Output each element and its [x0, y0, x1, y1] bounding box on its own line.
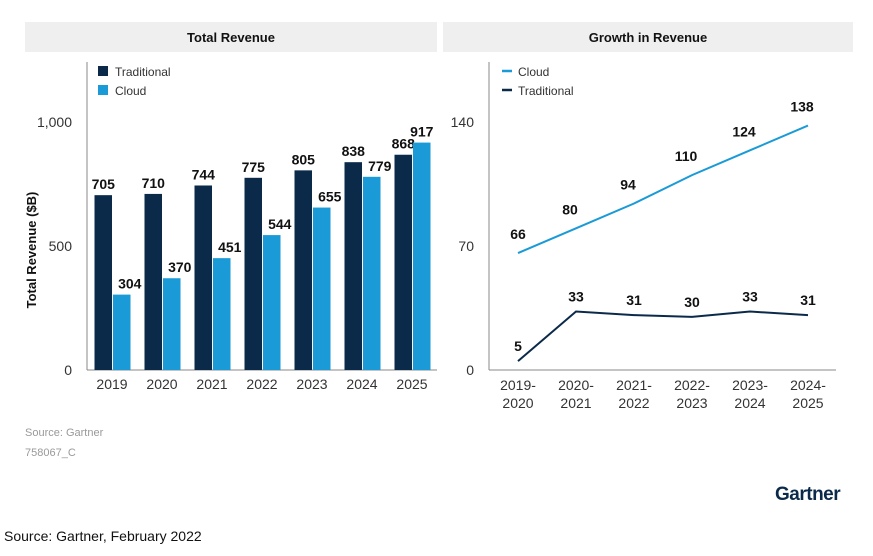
data-label: 370 [168, 259, 192, 275]
data-label: 868 [392, 136, 416, 152]
chart-title: Total Revenue [187, 30, 275, 45]
bar-cloud [413, 142, 431, 370]
bar-cloud [313, 207, 331, 370]
x-tick-label: 2024- [790, 377, 826, 393]
data-label: 33 [742, 289, 758, 305]
data-label: 655 [318, 189, 342, 205]
data-label: 544 [268, 216, 292, 232]
footer-source: Source: Gartner, February 2022 [4, 528, 202, 544]
bar-cloud [213, 258, 231, 370]
bar-traditional [144, 193, 162, 370]
data-label: 31 [626, 292, 642, 308]
x-tick-label: 2021 [560, 395, 591, 411]
x-tick-label: 2022 [246, 376, 277, 392]
bar-cloud [163, 278, 181, 370]
line-cloud [517, 124, 809, 255]
x-tick-label: 2025 [396, 376, 427, 392]
y-tick-label: 0 [466, 362, 474, 378]
data-label: 5 [514, 338, 522, 354]
x-tick-label: 2024 [346, 376, 377, 392]
data-label: 110 [675, 148, 698, 164]
x-tick-label: 2021 [196, 376, 227, 392]
gartner-logo: Gartner [775, 484, 841, 505]
x-tick-label: 2023 [296, 376, 327, 392]
x-tick-label: 2019- [500, 377, 536, 393]
data-label: 124 [732, 123, 756, 139]
data-label: 30 [684, 294, 700, 310]
x-tick-label: 2024 [734, 395, 765, 411]
bar-traditional [244, 177, 262, 370]
x-tick-label: 2021- [616, 377, 652, 393]
y-tick-label: 1,000 [37, 114, 72, 130]
data-label: 31 [800, 292, 816, 308]
y-axis-label: Total Revenue ($B) [24, 192, 39, 309]
data-label: 33 [568, 289, 584, 305]
x-tick-label: 2020 [146, 376, 177, 392]
data-label: 838 [342, 143, 366, 159]
legend-label: Cloud [518, 65, 549, 79]
data-label: 805 [292, 151, 316, 167]
legend-label: Traditional [518, 84, 574, 98]
line-traditional [517, 310, 809, 362]
data-label: 917 [410, 124, 434, 140]
data-label: 705 [92, 176, 116, 192]
y-tick-label: 500 [49, 238, 73, 254]
bar-cloud [113, 294, 131, 370]
bar-traditional [194, 185, 212, 370]
y-tick-label: 140 [451, 114, 475, 130]
bar-traditional [344, 162, 362, 370]
y-tick-label: 70 [458, 238, 474, 254]
data-label: 779 [368, 158, 392, 174]
data-label: 710 [142, 175, 166, 191]
x-tick-label: 2022 [618, 395, 649, 411]
data-label: 80 [562, 201, 578, 217]
legend-label: Traditional [115, 65, 171, 79]
bar-traditional [294, 170, 312, 370]
x-tick-label: 2023- [732, 377, 768, 393]
panel-header [25, 22, 437, 52]
data-label: 66 [510, 226, 526, 242]
legend-swatch [98, 66, 108, 76]
data-label: 304 [118, 276, 142, 292]
panel-header [443, 22, 853, 52]
bar-cloud [363, 176, 381, 370]
source-note: Source: Gartner [25, 427, 104, 439]
data-label: 775 [242, 159, 266, 175]
x-tick-label: 2020- [558, 377, 594, 393]
x-tick-label: 2019 [96, 376, 127, 392]
chart-code: 758067_C [25, 447, 76, 459]
bar-traditional [94, 195, 112, 370]
data-label: 94 [620, 176, 636, 192]
bar-cloud [263, 235, 281, 370]
x-tick-label: 2023 [676, 395, 707, 411]
data-label: 451 [218, 239, 242, 255]
data-label: 744 [192, 166, 216, 182]
bar-traditional [394, 154, 412, 370]
legend-label: Cloud [115, 84, 146, 98]
x-tick-label: 2022- [674, 377, 710, 393]
data-label: 138 [790, 99, 814, 115]
legend-swatch [98, 85, 108, 95]
x-tick-label: 2025 [792, 395, 823, 411]
x-tick-label: 2020 [502, 395, 533, 411]
y-tick-label: 0 [64, 362, 72, 378]
chart-title: Growth in Revenue [589, 30, 707, 45]
